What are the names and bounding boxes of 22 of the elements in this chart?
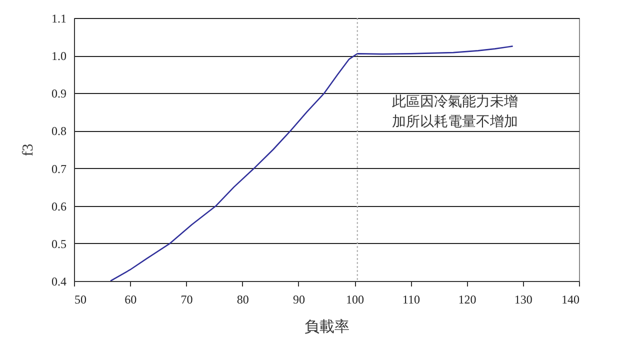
y-tick-label: 0.4 (52, 274, 66, 288)
x-tick-label: 110 (402, 292, 420, 306)
x-tick-label: 130 (514, 292, 532, 306)
x-tick-label: 80 (236, 292, 249, 306)
y-tick-label: 0.6 (52, 199, 66, 214)
x-tick-label: 120 (458, 292, 476, 306)
y-tick-label: 0.5 (52, 236, 66, 251)
annotation: 此區因冷氣能力未增 (392, 94, 518, 110)
y-tick-label: 0.9 (52, 86, 66, 101)
x-tick-label: 100 (346, 292, 364, 306)
y-tick-label: 0.7 (52, 162, 66, 176)
x-tick-label: 140 (562, 292, 580, 306)
y-tick-label: 0.8 (52, 124, 66, 138)
x-tick-label: 70 (180, 292, 193, 306)
x-tick-label: 50 (74, 292, 86, 306)
x-axis-title: 負載率 (304, 318, 350, 336)
x-tick-label: 90 (292, 292, 305, 306)
y-axis-title: f3 (20, 144, 36, 156)
y-tick-label: 1.0 (52, 49, 66, 64)
annotation: 加所以耗電量不增加 (392, 114, 518, 130)
x-tick-label: 60 (124, 292, 137, 306)
y-tick-label: 1.1 (52, 12, 66, 26)
